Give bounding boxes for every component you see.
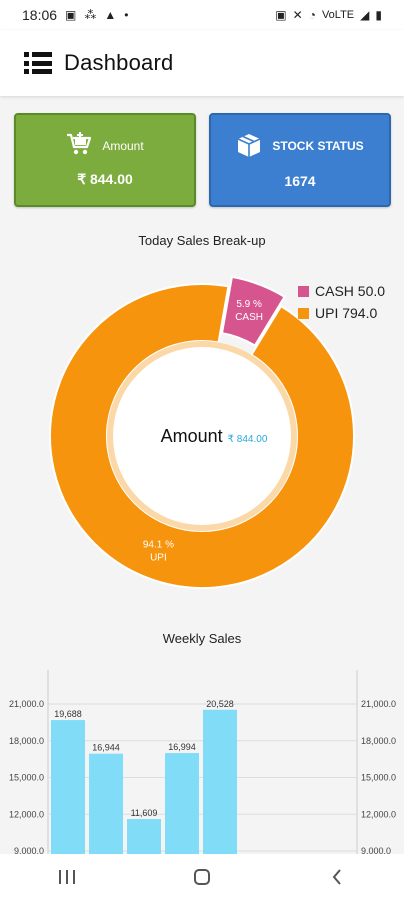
amount-card[interactable]: Amount ₹ 844.00: [14, 113, 196, 207]
sales-donut-chart: 5.9 % CASH 94.1 % UPI Amount ₹ 844.00: [49, 275, 355, 589]
amount-value: ₹ 844.00: [77, 171, 133, 187]
slice-name-label-upi: UPI: [150, 553, 167, 564]
stock-status-value: 1674: [284, 172, 316, 189]
warning-icon: ▲: [104, 8, 117, 22]
network-label: VoLTE: [321, 9, 355, 21]
slice-pct-label-cash: 5.9 %: [236, 299, 262, 310]
picture-icon: ▣: [65, 8, 77, 22]
donut-title: Today Sales Break-up: [138, 233, 266, 248]
legend-label-upi: UPI 794.0: [315, 305, 378, 321]
mute-icon: ✕: [292, 8, 303, 22]
weekly-sales-title: Weekly Sales: [162, 631, 242, 646]
status-time: 18:06: [22, 7, 58, 23]
stock-status-label: STOCK STATUS: [272, 139, 364, 153]
donut-center-value: ₹ 844.00: [228, 434, 268, 445]
box-icon: [236, 132, 262, 161]
signal-icon: ◢: [360, 8, 370, 22]
donut-legend: CASH 50.0 UPI 794.0: [298, 283, 385, 327]
legend-swatch-cash: [298, 285, 309, 297]
slice-name-label-cash: CASH: [235, 312, 263, 323]
bar-value-label: 20,528: [206, 699, 234, 709]
home-icon: [193, 869, 210, 885]
donut-center-text: Amount ₹ 844.00: [161, 426, 268, 446]
bar[interactable]: [165, 753, 199, 855]
amount-label: Amount: [102, 138, 144, 153]
donut-center-label: Amount: [161, 426, 228, 446]
donut-slice-cash[interactable]: [220, 275, 286, 347]
dot-icon: •: [124, 8, 129, 22]
stock-status-card[interactable]: STOCK STATUS 1674: [209, 113, 391, 207]
back-button[interactable]: [307, 857, 367, 897]
page-title: Dashboard: [64, 50, 174, 75]
app-bar: Dashboard: [0, 30, 404, 96]
weekly-sales-chart: 9,000.0 9,000.0 12,000.0 12,000.0 15,000.0 15…: [9, 670, 396, 855]
recents-button[interactable]: [37, 857, 97, 897]
y-tick-left: 15,000.0: [9, 773, 44, 783]
recents-icon: [59, 870, 76, 884]
home-button[interactable]: [172, 857, 232, 897]
legend-item-cash: CASH 50.0: [298, 283, 385, 299]
bar[interactable]: [127, 819, 161, 855]
y-tick-right: 15,000.0: [361, 773, 396, 783]
bar[interactable]: [203, 709, 237, 855]
y-tick-left: 12,000.0: [9, 809, 44, 819]
bar-value-label: 16,994: [168, 742, 196, 752]
legend-label-cash: CASH 50.0: [315, 283, 386, 299]
share-icon: ⁂: [84, 8, 97, 22]
bar-value-label: 16,944: [92, 743, 120, 753]
bar[interactable]: [51, 720, 85, 855]
y-tick-right: 21,000.0: [361, 699, 396, 709]
y-tick-left: 18,000.0: [9, 736, 44, 746]
bar-value-label: 11,609: [131, 808, 158, 818]
nfc-icon: ▣: [275, 8, 287, 22]
cart-icon: [66, 132, 92, 159]
y-tick-right: 9,000.0: [361, 846, 391, 855]
slice-pct-label-upi: 94.1 %: [143, 540, 174, 551]
system-nav-bar: [0, 854, 404, 900]
y-tick-left: 9,000.0: [14, 846, 44, 855]
y-tick-right: 18,000.0: [361, 736, 396, 746]
status-bar: 18:06 ▣ ⁂ ▲ • ▣ ✕ ◔ VoLTE ◢ ▮: [0, 0, 404, 30]
y-tick-left: 21,000.0: [9, 699, 44, 709]
legend-swatch-upi: [298, 307, 309, 319]
alarm-icon: ◔: [308, 8, 316, 22]
hamburger-list-icon[interactable]: [24, 52, 52, 74]
legend-item-upi: UPI 794.0: [298, 305, 385, 321]
battery-icon: ▮: [375, 8, 382, 22]
bar[interactable]: [89, 753, 123, 855]
y-tick-right: 12,000.0: [361, 809, 396, 819]
donut-hole: [113, 347, 291, 525]
bar-value-label: 19,688: [54, 709, 82, 719]
back-icon: [332, 869, 341, 885]
